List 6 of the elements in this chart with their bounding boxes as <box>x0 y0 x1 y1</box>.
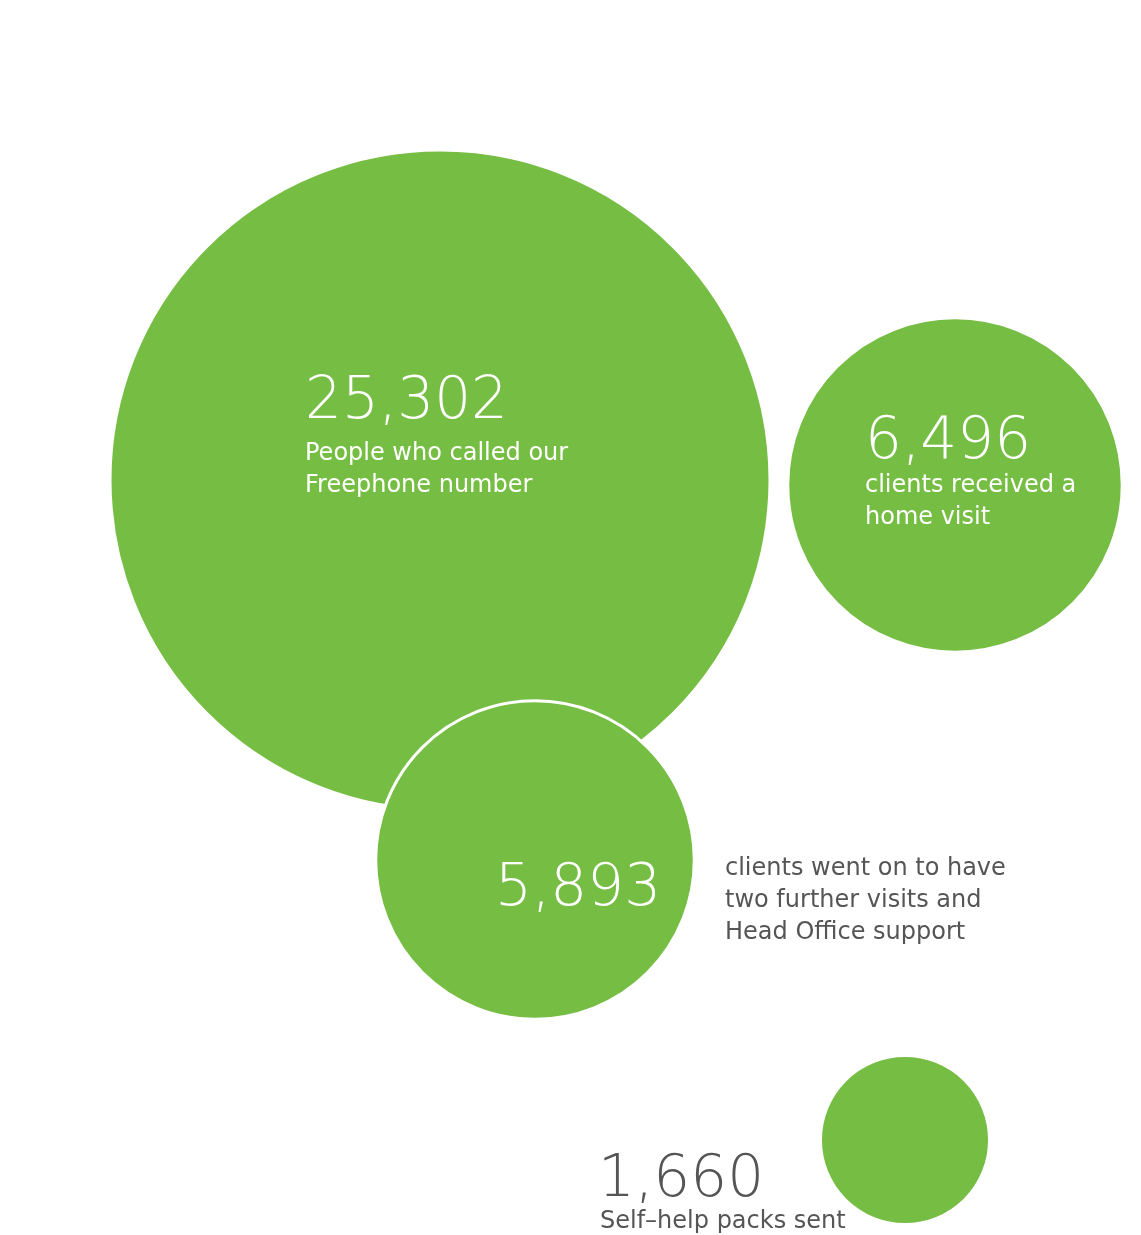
category-label: People who called our Freephone number <box>305 438 569 498</box>
category-label: clients received a home visit <box>865 470 1077 530</box>
category-label: clients went on to have two further visits and Head Office support <box>725 853 1006 945</box>
data-label: 6,496 <box>865 404 1032 472</box>
data-label: 25,302 <box>305 364 508 432</box>
data-label: 5,893 <box>495 851 662 919</box>
